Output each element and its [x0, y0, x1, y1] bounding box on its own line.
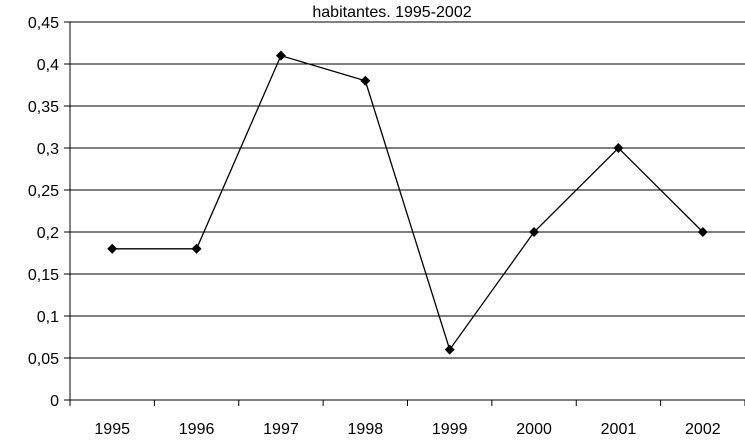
series-line — [112, 54, 704, 352]
data-series — [107, 50, 708, 355]
y-tick-label: 0,25 — [28, 183, 59, 200]
y-axis-tick-labels: 0 0,05 0,1 0,15 0,2 0,25 0,3 0,35 0,4 0,45 — [28, 15, 59, 410]
x-axis-tick-labels: 1995 1996 1997 1998 1999 2000 2001 2002 — [94, 421, 720, 438]
y-tick-label: 0,4 — [37, 57, 59, 74]
x-tick-label: 2000 — [516, 421, 552, 438]
data-point-marker — [697, 227, 708, 237]
data-point-marker — [275, 50, 286, 61]
x-tick-label: 2002 — [685, 421, 721, 438]
chart-title: habitantes. 1995-2002 — [312, 4, 471, 21]
gridlines — [70, 21, 745, 359]
x-tick-label: 1998 — [348, 421, 384, 438]
y-tick-label: 0,05 — [28, 351, 59, 368]
x-tick-label: 1996 — [179, 421, 215, 438]
y-tick-label: 0,45 — [28, 15, 59, 32]
x-tick-label: 1999 — [432, 421, 468, 438]
x-tick-label: 1997 — [263, 421, 299, 438]
data-point-marker — [529, 227, 540, 237]
data-point-marker — [191, 243, 202, 254]
y-tick-label: 0 — [50, 393, 59, 410]
data-point-marker — [444, 344, 455, 355]
data-point-marker — [360, 75, 371, 86]
data-point-marker — [613, 143, 624, 153]
y-tick-label: 0,1 — [37, 309, 59, 326]
y-tick-label: 0,2 — [37, 225, 59, 242]
y-tick-label: 0,15 — [28, 267, 59, 284]
y-tick-label: 0,35 — [28, 99, 59, 116]
data-point-marker — [107, 243, 118, 254]
x-tick-label: 1995 — [94, 421, 130, 438]
axes — [64, 21, 745, 406]
x-tick-label: 2001 — [601, 421, 637, 438]
y-tick-label: 0,3 — [37, 141, 59, 158]
